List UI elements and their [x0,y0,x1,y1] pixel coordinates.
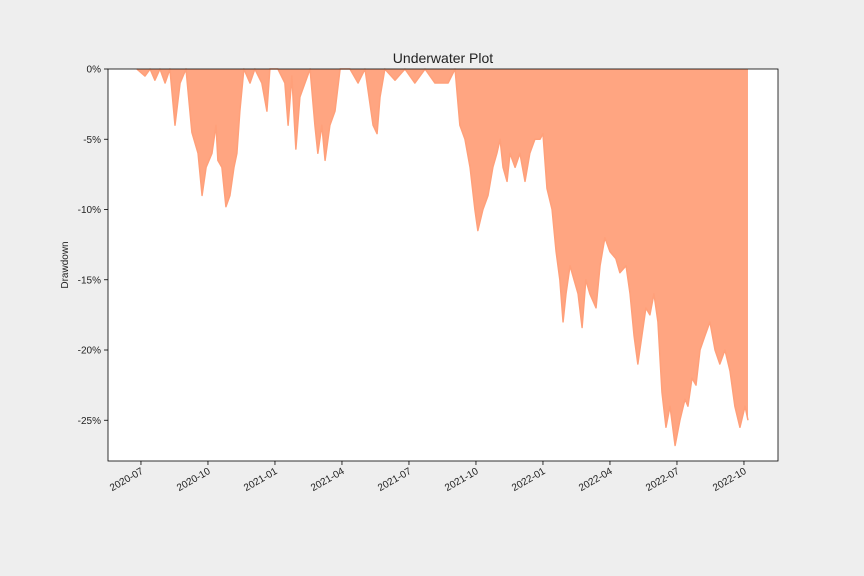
y-tick-label: -10% [78,205,101,216]
axes-frame [107,68,779,462]
y-tick-label: -20% [78,346,101,357]
y-tick-label: -25% [78,416,101,427]
drawdown-line [136,68,749,447]
drawdown-area [136,69,748,446]
chart-title: Underwater Plot [393,50,493,66]
y-tick-label: -15% [78,275,101,286]
y-tick-label: 0% [87,65,102,76]
y-tick-label: -5% [83,135,101,146]
y-axis-label: Drawdown [60,241,71,288]
